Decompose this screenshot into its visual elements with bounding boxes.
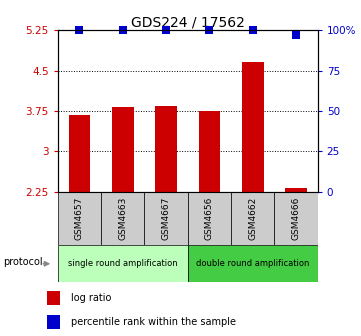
- Text: GSM4666: GSM4666: [292, 197, 300, 240]
- Bar: [285, 188, 307, 192]
- FancyBboxPatch shape: [58, 192, 101, 245]
- FancyBboxPatch shape: [231, 192, 274, 245]
- Text: GSM4663: GSM4663: [118, 197, 127, 240]
- Text: GSM4667: GSM4667: [162, 197, 170, 240]
- FancyBboxPatch shape: [188, 245, 318, 282]
- Bar: [69, 115, 90, 192]
- Bar: [242, 62, 264, 192]
- Bar: [112, 107, 134, 192]
- Text: log ratio: log ratio: [71, 293, 111, 303]
- Text: protocol: protocol: [3, 257, 43, 267]
- Text: GSM4657: GSM4657: [75, 197, 84, 240]
- Point: [120, 28, 126, 33]
- FancyBboxPatch shape: [58, 245, 188, 282]
- Point: [250, 28, 256, 33]
- FancyBboxPatch shape: [274, 192, 318, 245]
- FancyBboxPatch shape: [101, 192, 144, 245]
- Bar: [47, 291, 60, 305]
- Bar: [155, 106, 177, 192]
- Point: [163, 28, 169, 33]
- FancyBboxPatch shape: [144, 192, 188, 245]
- Text: percentile rank within the sample: percentile rank within the sample: [71, 317, 236, 327]
- Text: GSM4662: GSM4662: [248, 197, 257, 240]
- Text: GSM4656: GSM4656: [205, 197, 214, 240]
- Text: single round amplification: single round amplification: [68, 259, 178, 268]
- Title: GDS224 / 17562: GDS224 / 17562: [131, 15, 245, 29]
- Point: [206, 28, 212, 33]
- Text: double round amplification: double round amplification: [196, 259, 309, 268]
- FancyBboxPatch shape: [188, 192, 231, 245]
- Bar: [47, 315, 60, 329]
- Point: [77, 28, 82, 33]
- Point: [293, 32, 299, 38]
- Bar: [199, 111, 220, 192]
